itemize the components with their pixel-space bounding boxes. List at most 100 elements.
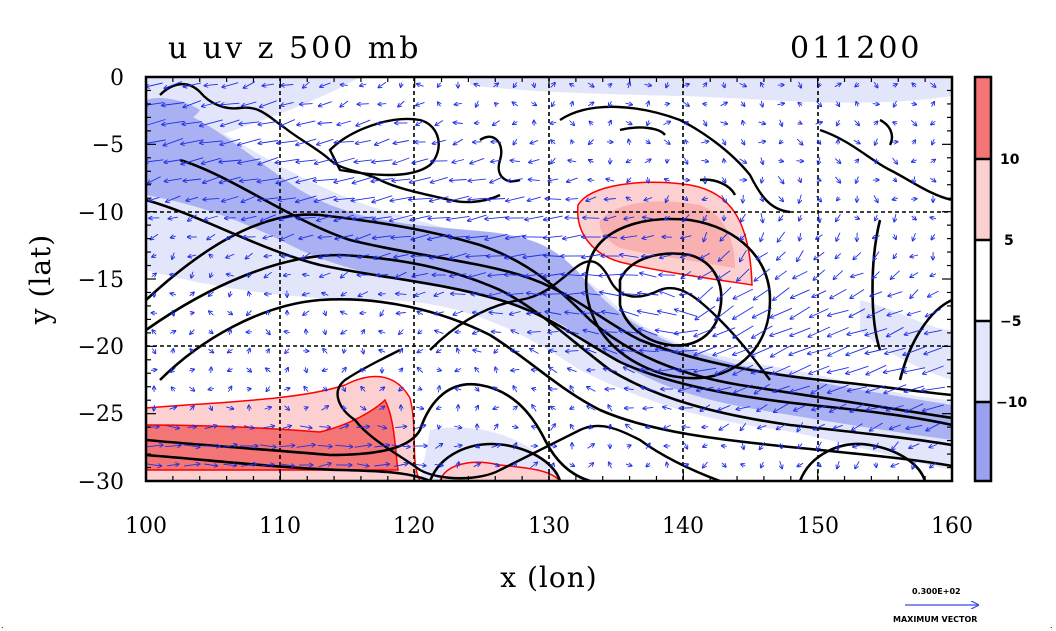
wind-vector [209,311,214,316]
wind-vector [401,82,402,88]
wind-vector [391,445,411,447]
wind-vector [146,102,164,106]
wind-vector [259,100,277,107]
wind-vector [703,119,706,126]
wind-vector [450,273,467,276]
wind-vector [890,270,900,280]
wind-vector [396,294,407,295]
wind-vector [907,310,921,315]
wind-vector [335,234,354,239]
wind-vector [401,405,402,412]
wind-vector [754,268,771,281]
wind-vector [417,311,424,314]
wind-vector [741,213,746,222]
wind-vector [436,369,442,370]
wind-vector [416,120,425,126]
vector-reference-label: MAXIMUM VECTOR [893,615,977,624]
coast-australia [336,348,721,481]
wind-vector [317,214,334,220]
wind-vector [873,251,880,261]
wind-vector [892,142,898,143]
wind-vector [741,464,746,466]
wind-vector [549,350,558,352]
wind-vector [894,213,896,222]
wind-vector [448,236,469,237]
wind-vector [921,386,945,391]
wind-vector [912,460,917,469]
wind-vector [930,274,937,276]
wind-vector [337,120,352,125]
wind-vector [187,427,196,428]
wind-vector [685,140,687,144]
wind-vector [911,216,917,220]
wind-vector [305,367,307,372]
wind-vector [417,84,424,87]
wind-vector [530,139,539,143]
wind-vector [846,365,869,374]
wind-vector [378,104,387,105]
wind-vector [532,426,537,427]
colorbar-label: −5 [1000,314,1021,330]
wind-vector [453,445,462,447]
wind-vector [680,293,693,295]
wind-vector [209,254,213,257]
wind-vector [619,310,639,317]
wind-vector [340,85,348,86]
wind-vector [166,425,180,429]
wind-vector [827,384,849,393]
vector-reference: 0.300E+02 MAXIMUM VECTOR [893,587,978,624]
wind-vector [587,387,596,392]
wind-vector [640,370,657,371]
wind-vector [588,139,594,145]
corner-mark: . [1050,621,1053,630]
wind-vector [396,271,407,278]
wind-vector [491,160,502,162]
wind-vector [684,157,687,164]
wind-vector [170,236,176,238]
wind-vector [855,461,860,468]
wind-vector [838,441,839,450]
wind-vector [830,289,847,298]
wind-vector [646,140,650,143]
wind-vector [394,254,409,258]
wind-vector [797,463,804,466]
wind-vector [926,422,941,431]
wind-vector [430,176,448,182]
wind-vector [164,159,183,163]
wind-vector [399,387,404,391]
wind-vector [623,367,635,374]
wind-vector [742,442,744,449]
wind-vector [466,236,488,238]
wind-vector [473,329,482,334]
contour-3 [159,298,952,468]
wind-vector [229,329,230,335]
wind-vector [628,139,629,145]
wind-vector [371,178,394,182]
wind-vector [221,119,240,126]
wind-vector [523,254,546,258]
wind-vector [664,216,670,220]
wind-vector [790,327,811,336]
wind-vector [374,464,390,466]
wind-vector [682,101,690,107]
wind-vector [164,81,183,89]
wind-vector [740,250,747,261]
wind-vector [581,313,601,314]
wind-vector [411,233,430,239]
wind-vector [173,349,174,354]
wind-vector [817,139,820,144]
wind-vector [647,101,649,108]
wind-vector [930,217,937,218]
y-tick-label: −15 [78,268,124,293]
wind-vector [203,176,220,183]
wind-vector [893,122,897,124]
wind-vector [733,288,754,299]
wind-vector [875,214,878,221]
wind-vector [323,349,328,354]
wind-vector [248,348,250,354]
wind-vector [457,348,459,355]
wind-vector [791,289,810,298]
wind-vector [379,350,386,352]
wind-vector [532,388,537,389]
wind-vector [924,329,942,333]
